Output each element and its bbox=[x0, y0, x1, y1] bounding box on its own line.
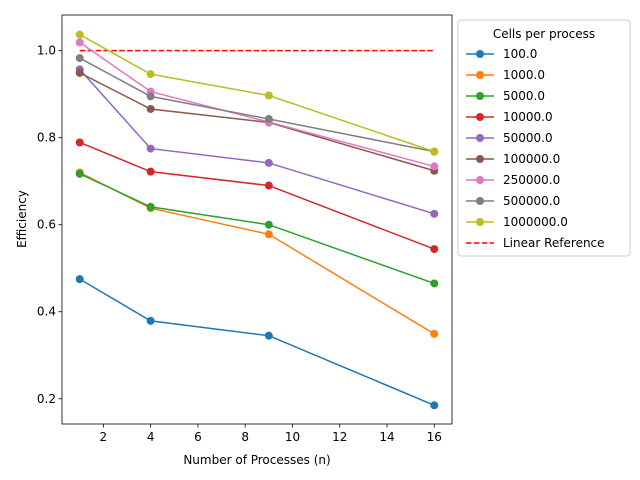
legend-marker bbox=[476, 50, 484, 58]
series-line bbox=[79, 72, 435, 172]
y-tick-label: 0.2 bbox=[37, 392, 56, 406]
data-point bbox=[264, 220, 273, 229]
legend: Cells per process 100.0 1000.0 5000.0 10000… bbox=[457, 19, 631, 257]
legend-label: 1000000.0 bbox=[503, 215, 568, 229]
series-line bbox=[79, 278, 435, 406]
data-point bbox=[264, 158, 273, 167]
series-line bbox=[79, 141, 435, 250]
legend-item: 5000.0 bbox=[466, 89, 545, 103]
legend-marker bbox=[476, 71, 484, 79]
data-point bbox=[430, 329, 439, 338]
legend-label: 1000.0 bbox=[503, 68, 545, 82]
data-point bbox=[430, 245, 439, 254]
legend-item: Linear Reference bbox=[466, 236, 605, 250]
x-tick-label: 12 bbox=[332, 430, 347, 444]
x-tick-label: 14 bbox=[379, 430, 394, 444]
data-point bbox=[430, 209, 439, 218]
legend-label: 5000.0 bbox=[503, 89, 545, 103]
data-point bbox=[75, 30, 84, 39]
legend-items: 100.0 1000.0 5000.0 10000.0 50000.0 100000.0 2… bbox=[466, 47, 605, 250]
series-group bbox=[75, 138, 439, 254]
legend-marker bbox=[476, 155, 484, 163]
legend-label: 10000.0 bbox=[503, 110, 553, 124]
data-point bbox=[264, 230, 273, 239]
legend-label: 50000.0 bbox=[503, 131, 553, 145]
plot-area bbox=[62, 15, 452, 424]
series-line bbox=[79, 33, 435, 153]
x-tick-label: 6 bbox=[194, 430, 202, 444]
data-point bbox=[146, 92, 155, 101]
legend-title: Cells per process bbox=[493, 27, 595, 41]
data-point bbox=[146, 70, 155, 79]
y-tick-label: 0.8 bbox=[37, 131, 56, 145]
data-point bbox=[264, 331, 273, 340]
data-point bbox=[264, 91, 273, 100]
legend-marker bbox=[476, 218, 484, 226]
data-point bbox=[146, 167, 155, 176]
data-point bbox=[75, 54, 84, 63]
legend-marker bbox=[476, 176, 484, 184]
data-point bbox=[75, 275, 84, 284]
data-point bbox=[75, 38, 84, 47]
data-point bbox=[146, 104, 155, 113]
legend-label: Linear Reference bbox=[503, 236, 605, 250]
series-line bbox=[79, 41, 435, 168]
legend-marker bbox=[476, 197, 484, 205]
series-group bbox=[75, 30, 439, 156]
legend-label: 100000.0 bbox=[503, 152, 560, 166]
x-tick-label: 10 bbox=[285, 430, 300, 444]
data-point bbox=[430, 401, 439, 410]
data-point bbox=[75, 68, 84, 77]
data-point bbox=[430, 279, 439, 288]
legend-label: 500000.0 bbox=[503, 194, 560, 208]
legend-marker bbox=[476, 92, 484, 100]
legend-item: 100.0 bbox=[466, 47, 537, 61]
legend-marker bbox=[476, 113, 484, 121]
legend-label: 250000.0 bbox=[503, 173, 560, 187]
legend-item: 50000.0 bbox=[466, 131, 553, 145]
series-line bbox=[79, 68, 435, 215]
y-tick-label: 0.4 bbox=[37, 305, 56, 319]
legend-item: 250000.0 bbox=[466, 173, 560, 187]
data-point bbox=[264, 181, 273, 190]
legend-item: 100000.0 bbox=[466, 152, 560, 166]
data-point bbox=[146, 316, 155, 325]
series-layer bbox=[75, 30, 439, 410]
x-tick-label: 16 bbox=[427, 430, 442, 444]
legend-item: 10000.0 bbox=[466, 110, 553, 124]
x-tick-label: 2 bbox=[100, 430, 108, 444]
data-point bbox=[264, 114, 273, 123]
plot-frame bbox=[61, 14, 453, 425]
legend-marker bbox=[476, 134, 484, 142]
data-point bbox=[430, 147, 439, 156]
series-group bbox=[75, 275, 439, 410]
data-point bbox=[146, 202, 155, 211]
y-axis-label: Efficiency bbox=[15, 190, 29, 248]
legend-box bbox=[457, 19, 631, 257]
x-axis-ticks: 2 4 6 8 10 12 14 16 bbox=[100, 424, 442, 444]
legend-label: 100.0 bbox=[503, 47, 537, 61]
series-line bbox=[79, 57, 435, 153]
data-point bbox=[75, 138, 84, 147]
y-axis-ticks: 0.2 0.4 0.6 0.8 1.0 bbox=[37, 44, 62, 406]
series-group bbox=[75, 65, 439, 218]
data-point bbox=[75, 169, 84, 178]
x-tick-label: 4 bbox=[147, 430, 155, 444]
x-axis-label: Number of Processes (n) bbox=[183, 453, 330, 467]
data-point bbox=[146, 144, 155, 153]
x-tick-label: 8 bbox=[241, 430, 249, 444]
data-point bbox=[430, 162, 439, 171]
y-tick-label: 0.6 bbox=[37, 218, 56, 232]
legend-item: 500000.0 bbox=[466, 194, 560, 208]
series-line bbox=[79, 173, 435, 285]
series-group bbox=[75, 169, 439, 288]
legend-item: 1000000.0 bbox=[466, 215, 568, 229]
legend-item: 1000.0 bbox=[466, 68, 545, 82]
y-tick-label: 1.0 bbox=[37, 44, 56, 58]
